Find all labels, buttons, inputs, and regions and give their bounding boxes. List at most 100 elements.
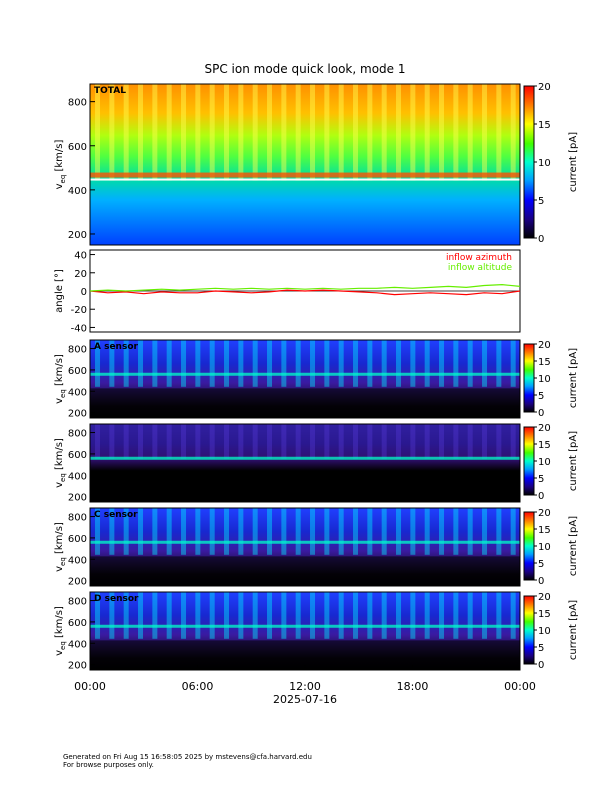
heatmap-streak	[510, 424, 516, 460]
heatmap-streak	[123, 340, 129, 387]
heatmap-streak	[453, 592, 459, 639]
heatmap-streak	[238, 84, 244, 181]
heatmap-ridge	[90, 624, 520, 628]
ylabel-unit: [km/s]	[54, 354, 65, 389]
heatmap-streak	[381, 424, 387, 460]
y-tick-label: 400	[68, 387, 87, 398]
heatmap-streak	[353, 340, 359, 387]
heatmap-streak	[410, 592, 416, 639]
heatmap-streak	[338, 424, 344, 460]
heatmap-streak	[381, 340, 387, 387]
heatmap-streak	[310, 340, 316, 387]
heatmap-streak	[224, 592, 230, 639]
colorbar-tick-label: 0	[538, 491, 544, 502]
panel-label: TOTAL	[94, 86, 126, 96]
heatmap-streak	[195, 424, 201, 460]
panel-label: A sensor	[94, 342, 139, 352]
heatmap-streak	[439, 508, 445, 555]
heatmap-streak	[467, 508, 473, 555]
heatmap-streak	[482, 424, 488, 460]
heatmap-streak	[482, 592, 488, 639]
ylabel-sub: eq	[59, 175, 67, 184]
panel-label: C sensor	[94, 510, 138, 520]
heatmap-streak	[166, 592, 172, 639]
panel-frame	[89, 423, 521, 503]
heatmap-streak	[138, 508, 144, 555]
heatmap-streak	[281, 424, 287, 460]
heatmap-streak	[510, 340, 516, 387]
heatmap-streak	[109, 84, 115, 181]
heatmap-low-band	[90, 388, 520, 418]
heatmap-streak	[166, 508, 172, 555]
heatmap-streak	[295, 424, 301, 460]
x-axis: 00:00 06:00 12:00 18:00 00:00 2025-07-16	[74, 665, 536, 706]
heatmap-streak	[152, 84, 158, 181]
heatmap-streak	[424, 340, 430, 387]
heatmap-streak	[267, 508, 273, 555]
heatmap-streak	[453, 340, 459, 387]
legend-entry-1: inflow altitude	[448, 263, 513, 273]
heatmap-streak	[95, 424, 101, 460]
heatmap-streak	[152, 340, 158, 387]
colorbar-tick-label: 0	[538, 576, 544, 587]
heatmap-streak	[95, 84, 101, 181]
colorbar-label: current [pA]	[568, 132, 579, 192]
heatmap-streak	[424, 84, 430, 181]
colorbar-tick-label: 5	[538, 559, 544, 570]
y-tick-label: 600	[68, 450, 87, 461]
heatmap-streak	[181, 508, 187, 555]
ylabel-main: v	[54, 650, 65, 656]
heatmap-streak	[209, 84, 215, 181]
colorbar-tick-label: 20	[538, 508, 551, 519]
heatmap-streak	[367, 84, 373, 181]
colorbar-tick-label: 10	[538, 158, 551, 169]
heatmap-streak	[267, 84, 273, 181]
y-tick-label: 600	[68, 366, 87, 377]
heatmap-ridge	[90, 540, 520, 544]
heatmap-streak	[367, 592, 373, 639]
heatmap-streak	[152, 424, 158, 460]
y-tick-label: 600	[68, 142, 87, 153]
y-axis-label: veq [km/s]	[54, 438, 67, 488]
heatmap-streak	[95, 340, 101, 387]
heatmap-streak	[424, 508, 430, 555]
heatmap-streak	[252, 592, 258, 639]
heatmap-streak	[95, 592, 101, 639]
heatmap-streak	[123, 508, 129, 555]
y-axis-label: veq [km/s]	[54, 606, 67, 656]
heatmap-streak	[181, 340, 187, 387]
y-tick-label: 20	[74, 269, 87, 280]
colorbar	[523, 426, 535, 496]
y-tick-label: 800	[68, 513, 87, 524]
heatmap-streak	[467, 424, 473, 460]
heatmap-streak	[252, 508, 258, 555]
x-tick-label: 00:00	[504, 680, 536, 693]
x-tick-label: 18:00	[397, 680, 429, 693]
ylabel-unit: [km/s]	[54, 140, 65, 175]
colorbar-label: current [pA]	[568, 600, 579, 660]
ylabel-sub: eq	[59, 557, 67, 566]
heatmap-streak	[281, 340, 287, 387]
x-axis-date: 2025-07-16	[273, 693, 337, 706]
heatmap-streak	[353, 592, 359, 639]
heatmap-streak	[324, 84, 330, 181]
colorbar-tick-label: 15	[538, 525, 551, 536]
heatmap-streak	[496, 424, 502, 460]
y-tick-label: 600	[68, 618, 87, 629]
heatmap-ridge	[90, 172, 520, 178]
heatmap-streak	[123, 84, 129, 181]
colorbar-tick-label: 20	[538, 340, 551, 351]
heatmap-streak	[166, 340, 172, 387]
heatmap-streak	[109, 592, 115, 639]
ylabel-sub: eq	[59, 473, 67, 482]
series-line-0	[89, 289, 521, 296]
heatmap-streak	[152, 592, 158, 639]
colorbar	[523, 595, 535, 665]
heatmap-streak	[510, 592, 516, 639]
y-tick-label: 0	[81, 287, 87, 298]
heatmap-streak	[195, 340, 201, 387]
chart-title: SPC ion mode quick look, mode 1	[205, 62, 406, 76]
heatmap-streak	[381, 592, 387, 639]
heatmap-low-band	[90, 556, 520, 586]
